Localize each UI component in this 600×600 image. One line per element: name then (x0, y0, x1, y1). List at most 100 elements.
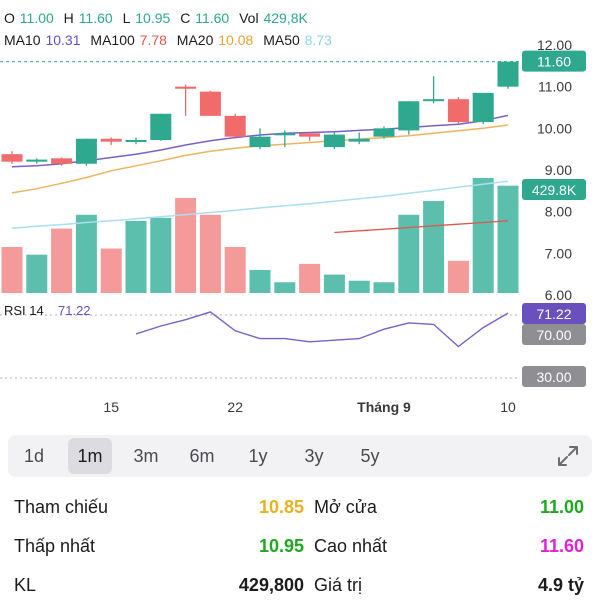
stat-label: Giá trị (314, 575, 363, 595)
volume-bar (398, 214, 420, 293)
rsi-value: 71.22 (58, 303, 91, 318)
candle-body (199, 91, 221, 116)
ma100-line (334, 220, 509, 234)
volume-bar (323, 274, 345, 293)
low-label: L (122, 10, 131, 26)
volume-bar (150, 217, 172, 293)
price-tick-label: 6.00 (545, 287, 572, 303)
price-tick-label: 7.00 (545, 245, 572, 261)
open-value: 11.00 (19, 10, 54, 26)
stat-low: Thấp nhất 10.95 (14, 536, 304, 566)
range-1y-button[interactable]: 1y (248, 446, 268, 466)
ohlc-readout: O 11.00 H 11.60 L 10.95 C 11.60 Vol 429,… (4, 10, 314, 26)
open-label: O (4, 10, 15, 26)
ma50-value: 8.73 (304, 32, 332, 48)
last-volume-tag: 429.8K (532, 182, 577, 198)
candle-body (175, 86, 197, 89)
rsi-70-tag: 70.00 (536, 327, 571, 343)
candle-body (497, 61, 519, 87)
x-tick-label: 10 (500, 399, 516, 415)
rsi-value-tag: 71.22 (536, 306, 571, 322)
x-tick-label: 15 (103, 399, 119, 415)
ma100-label: MA100 (90, 32, 135, 48)
ma100-value: 7.78 (139, 32, 167, 48)
stat-value-traded: Giá trị 4.9 tỷ (314, 575, 584, 600)
rsi-value-tag-bg (522, 303, 586, 324)
candle-body (299, 133, 321, 137)
x-tick-label: Tháng 9 (357, 399, 411, 415)
stat-high: Cao nhất 11.60 (314, 536, 584, 566)
candle-body (274, 133, 296, 136)
range-1m-button[interactable]: 1m (68, 438, 112, 474)
candle-body (348, 138, 370, 142)
stock-chart[interactable]: RSI 14 71.22 12.00 11.00 10.00 9.00 8.00 7.00 6… (0, 0, 600, 420)
volume-bar (497, 185, 519, 293)
rsi-line (135, 311, 509, 348)
stat-value: 11.00 (539, 497, 584, 517)
ma20-value: 10.08 (218, 32, 254, 48)
ma50-label: MA50 (263, 32, 300, 48)
candle-body (447, 99, 469, 123)
range-3y-button[interactable]: 3y (304, 446, 324, 466)
stat-value: 10.95 (258, 536, 304, 556)
volume-bar (125, 220, 147, 293)
range-3m-button[interactable]: 3m (133, 446, 159, 466)
stat-label: Thấp nhất (14, 536, 96, 556)
candle-body (150, 113, 172, 140)
x-tick-label: 22 (227, 399, 243, 415)
volume-bar (423, 201, 445, 293)
candle-body (249, 136, 271, 148)
stat-open: Mở cửa 11.00 (314, 497, 584, 527)
high-value: 11.60 (78, 10, 113, 26)
volume-bar (249, 270, 271, 293)
range-6m-button[interactable]: 6m (189, 446, 215, 466)
candle-body (125, 140, 147, 142)
volume-bar (348, 280, 370, 293)
stat-label: Mở cửa (314, 497, 377, 517)
stat-label: Tham chiếu (14, 497, 109, 517)
candle-body (323, 134, 345, 148)
volume-bar (373, 282, 395, 293)
last-price-tag-bg (522, 50, 586, 72)
candle-body (423, 99, 445, 102)
rsi-30-tag-bg (522, 366, 586, 387)
range-1d-button[interactable]: 1d (23, 446, 45, 466)
range-5y-button[interactable]: 5y (360, 446, 380, 466)
candle-body (1, 154, 23, 162)
volume-bar (175, 197, 197, 293)
volume-bar (26, 254, 48, 293)
volume-bar (1, 247, 23, 293)
volume-label: Vol (239, 10, 259, 26)
ma10-value: 10.31 (45, 32, 81, 48)
volume-bar (274, 282, 296, 293)
stat-value: 11.60 (539, 536, 584, 556)
candle-body (100, 138, 122, 142)
last-price-tag: 11.60 (537, 54, 571, 70)
close-label: C (180, 10, 191, 26)
time-range-selector: 1d 1m 3m 6m 1y 3y 5y (8, 435, 592, 477)
ma-readout: MA10 10.31 MA100 7.78 MA20 10.08 MA50 8.… (4, 32, 333, 48)
price-tick-label: 11.00 (538, 79, 572, 95)
ma10-label: MA10 (4, 32, 41, 48)
high-label: H (63, 10, 74, 26)
candle-body (224, 115, 246, 137)
volume-bar (472, 178, 494, 293)
close-value: 11.60 (195, 10, 230, 26)
price-tick-label: 12.00 (537, 37, 572, 53)
stat-label: Cao nhất (314, 536, 388, 556)
candle-body (373, 128, 395, 137)
candle-body (398, 101, 420, 131)
volume-bar (299, 263, 321, 293)
expand-icon[interactable] (556, 444, 580, 468)
volume-bar (100, 248, 122, 293)
last-volume-tag-bg (522, 179, 586, 200)
stat-volume: KL 429,800 (14, 575, 304, 600)
volume-bar (75, 214, 97, 293)
stat-value: 429,800 (238, 575, 304, 595)
price-tick-label: 9.00 (545, 162, 572, 178)
rsi-title: RSI 14 (4, 303, 44, 318)
candle-body (75, 138, 97, 164)
price-tick-label: 10.00 (537, 120, 572, 136)
stat-value: 10.85 (258, 497, 304, 517)
stat-label: KL (14, 575, 37, 595)
